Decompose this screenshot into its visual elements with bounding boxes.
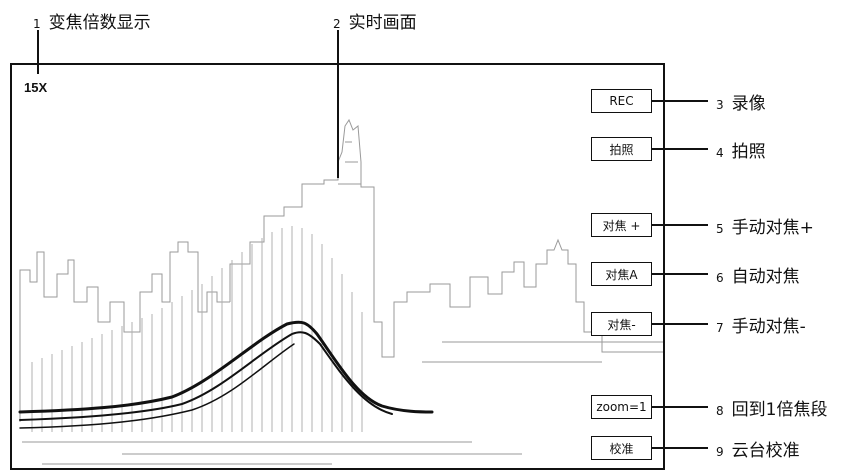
- callout-label: 变焦倍数显示: [48, 13, 151, 33]
- callout-number: 2: [333, 17, 341, 31]
- callout-line-9: [652, 447, 708, 449]
- callout-label: 自动对焦: [731, 267, 800, 287]
- callout-number: 8: [716, 404, 724, 418]
- live-view-scene: [18, 118, 663, 465]
- callout-label: 录像: [731, 94, 766, 114]
- callout-label: 回到1倍焦段: [731, 400, 828, 420]
- skyline-tower: [229, 118, 663, 358]
- focus-plus-button[interactable]: 对焦 +: [591, 213, 652, 237]
- photo-button[interactable]: 拍照: [591, 137, 652, 161]
- auto-focus-button[interactable]: 对焦A: [591, 262, 652, 286]
- callout-label: 拍照: [731, 142, 766, 162]
- callout-number: 6: [716, 271, 724, 285]
- callout-number: 1: [33, 17, 41, 31]
- callout-label: 实时画面: [348, 13, 417, 33]
- callout-label: 手动对焦+: [731, 218, 814, 238]
- callout-line-7: [652, 323, 708, 325]
- callout-number: 5: [716, 222, 724, 236]
- callout-label: 手动对焦-: [731, 317, 806, 337]
- callout-8: 8 回到1倍焦段: [716, 395, 827, 420]
- callout-line-2: [337, 30, 339, 178]
- callout-label: 云台校准: [731, 441, 800, 461]
- callout-6: 6 自动对焦: [716, 262, 800, 287]
- gimbal-calibrate-button[interactable]: 校准: [591, 436, 652, 460]
- zoom-level-readout: 15X: [24, 80, 48, 95]
- callout-line-3: [652, 100, 708, 102]
- callout-3: 3 录像: [716, 89, 766, 114]
- bridge-deck-lower: [19, 331, 393, 421]
- callout-number: 3: [716, 98, 724, 112]
- callout-number: 4: [716, 146, 724, 160]
- zoom-reset-button[interactable]: zoom=1: [591, 395, 652, 419]
- callout-1: 1 变焦倍数显示: [33, 8, 151, 33]
- callout-2: 2 实时画面: [333, 8, 417, 33]
- callout-4: 4 拍照: [716, 137, 766, 162]
- callout-5: 5 手动对焦+: [716, 213, 814, 238]
- callout-line-6: [652, 273, 708, 275]
- callout-number: 9: [716, 445, 724, 459]
- callout-line-4: [652, 148, 708, 150]
- callout-line-1: [37, 30, 39, 74]
- record-button[interactable]: REC: [591, 89, 652, 113]
- callout-line-5: [652, 224, 708, 226]
- callout-7: 7 手动对焦-: [716, 312, 806, 337]
- callout-line-8: [652, 406, 708, 408]
- callout-number: 7: [716, 321, 724, 335]
- bridge-deck-upper: [18, 320, 434, 414]
- callout-9: 9 云台校准: [716, 436, 800, 461]
- focus-minus-button[interactable]: 对焦-: [591, 312, 652, 336]
- skyline-left: [19, 241, 230, 422]
